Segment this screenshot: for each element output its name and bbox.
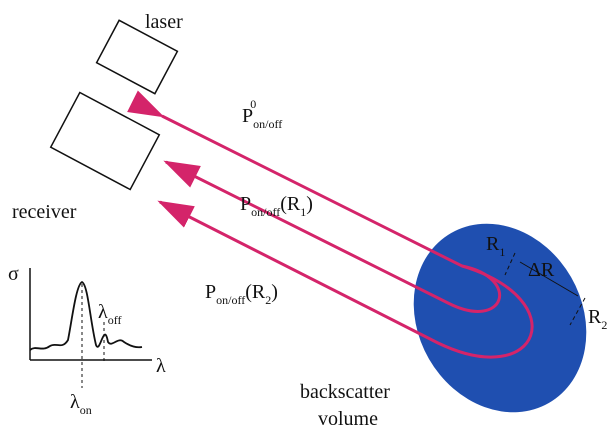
subscript: on/off [216, 293, 245, 307]
symbol: λ [98, 301, 108, 323]
beam-label: Pon/off(R2) [205, 281, 278, 307]
symbol: P [205, 281, 216, 303]
sigma-label: σ [8, 263, 19, 285]
subscript: on [80, 403, 92, 417]
diagram: laser receiver Pon/off0 Pon/off(R1) Pon/… [0, 0, 614, 434]
subscript: on/off [251, 205, 280, 219]
volume-label: volume [318, 408, 378, 430]
beam-label: Pon/off0 [242, 97, 282, 131]
symbol: λ [70, 391, 80, 413]
laser-label: laser [145, 11, 183, 33]
subscript: 2 [601, 318, 607, 332]
argument: (R [245, 281, 266, 303]
lambda-on-label: λon [70, 391, 92, 417]
argument: (R [280, 193, 301, 215]
symbol: R [588, 306, 602, 328]
subscript: off [108, 313, 122, 327]
subscript: 1 [499, 245, 505, 259]
subscript: on/off [253, 117, 282, 131]
receiver-label: receiver [12, 201, 77, 223]
receiver-box [51, 93, 160, 190]
spectrum-inset [30, 268, 152, 388]
superscript: 0 [250, 97, 256, 111]
r2-label: R2 [588, 306, 607, 332]
backscatter-label: backscatter [300, 381, 390, 403]
delta-label: ΔR [528, 259, 555, 281]
backscatter-volume [380, 192, 614, 434]
close: ) [271, 281, 278, 303]
lambda-axis-label: λ [156, 355, 166, 377]
beam-label: Pon/off(R1) [240, 193, 313, 219]
lambda-off-label: λoff [98, 301, 121, 327]
symbol: P [240, 193, 251, 215]
symbol: R [486, 233, 500, 255]
close: ) [306, 193, 313, 215]
